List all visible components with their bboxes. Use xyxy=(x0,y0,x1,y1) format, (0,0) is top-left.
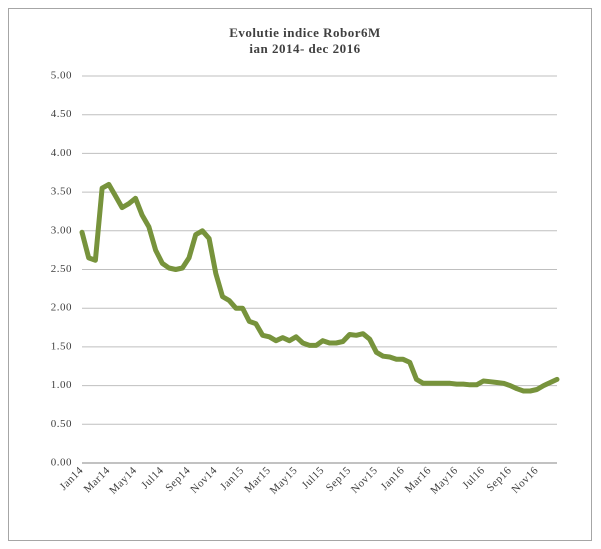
chart-border xyxy=(8,8,592,541)
y-tick-label: 2.50 xyxy=(51,263,72,275)
y-tick-label: 1.00 xyxy=(51,379,72,391)
y-tick-label: 4.00 xyxy=(51,147,72,159)
y-tick-label: 5.00 xyxy=(51,70,72,82)
y-tick-label: 1.50 xyxy=(51,340,72,352)
y-tick-label: 3.50 xyxy=(51,186,72,198)
y-tick-label: 4.50 xyxy=(51,108,72,120)
y-tick-label: 2.00 xyxy=(51,302,72,314)
y-tick-label: 3.00 xyxy=(51,224,72,236)
chart-title: Evolutie indice Robor6M xyxy=(229,25,381,40)
y-tick-label: 0.50 xyxy=(51,418,72,430)
series-line xyxy=(79,181,560,394)
y-tick-label: 0.00 xyxy=(51,457,72,469)
chart-subtitle: ian 2014- dec 2016 xyxy=(249,41,360,56)
